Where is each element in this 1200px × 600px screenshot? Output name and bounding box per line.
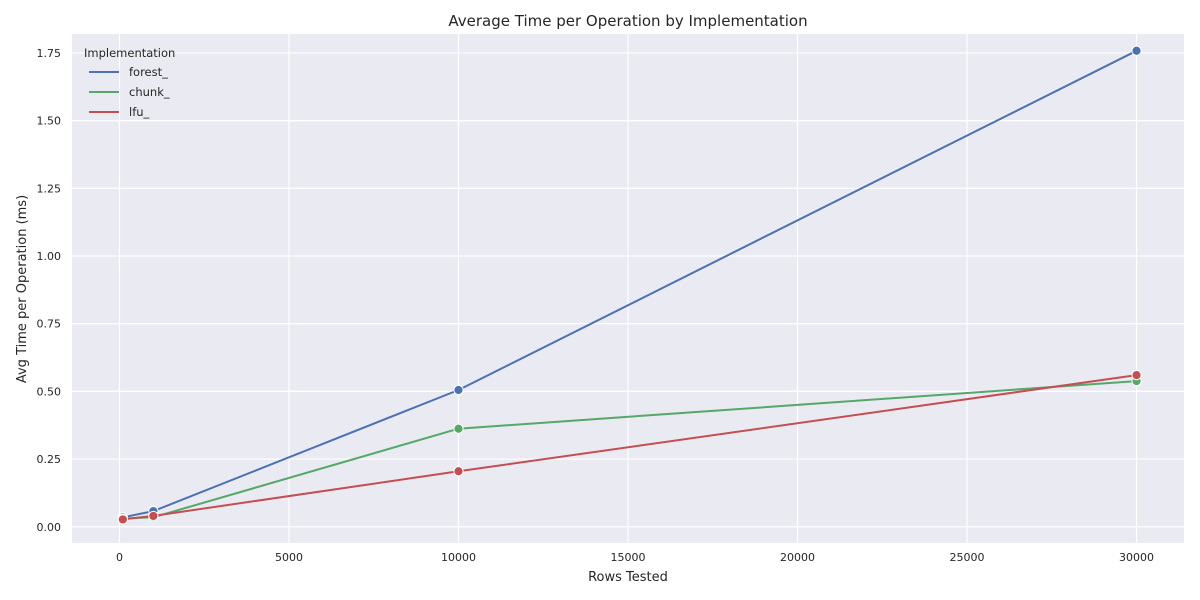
data-point [1131, 370, 1142, 381]
x-tick-label: 10000 [441, 551, 476, 564]
y-tick-label: 0.50 [37, 385, 62, 398]
x-axis-label: Rows Tested [588, 570, 668, 585]
legend-item-label: lfu_ [129, 105, 150, 119]
y-axis-label: Avg Time per Operation (ms) [15, 195, 30, 383]
legend-item-label: chunk_ [129, 85, 170, 99]
y-axis-ticks: 0.00 0.25 0.50 0.75 1.00 1.25 1.50 1.75 [37, 47, 62, 534]
y-tick-label: 0.75 [37, 318, 62, 331]
data-point [1131, 45, 1142, 56]
chart-title: Average Time per Operation by Implementa… [448, 12, 807, 30]
x-axis-ticks: 0 5000 10000 15000 20000 25000 30000 [116, 551, 1154, 564]
x-tick-label: 30000 [1119, 551, 1154, 564]
legend: Implementation forest_ chunk_ lfu_ [84, 46, 175, 119]
data-point [148, 510, 159, 522]
data-point [453, 423, 464, 434]
data-point [453, 384, 464, 396]
x-tick-label: 15000 [611, 551, 646, 564]
data-point [117, 514, 128, 525]
series-line [121, 374, 1138, 521]
y-tick-label: 1.25 [37, 182, 62, 195]
x-tick-label: 20000 [780, 551, 815, 564]
legend-title: Implementation [84, 46, 175, 60]
data-point [453, 466, 464, 477]
y-tick-label: 1.75 [37, 47, 62, 60]
series-layer [117, 45, 1142, 525]
legend-item-label: forest_ [129, 65, 168, 79]
series-lfu [117, 370, 1142, 525]
y-tick-label: 0.00 [37, 521, 62, 534]
y-tick-label: 1.00 [37, 250, 62, 263]
y-tick-label: 0.25 [37, 453, 62, 466]
x-tick-label: 5000 [275, 551, 303, 564]
y-tick-label: 1.50 [37, 115, 62, 128]
x-tick-label: 25000 [950, 551, 985, 564]
x-tick-label: 0 [116, 551, 123, 564]
series-line [121, 49, 1138, 519]
